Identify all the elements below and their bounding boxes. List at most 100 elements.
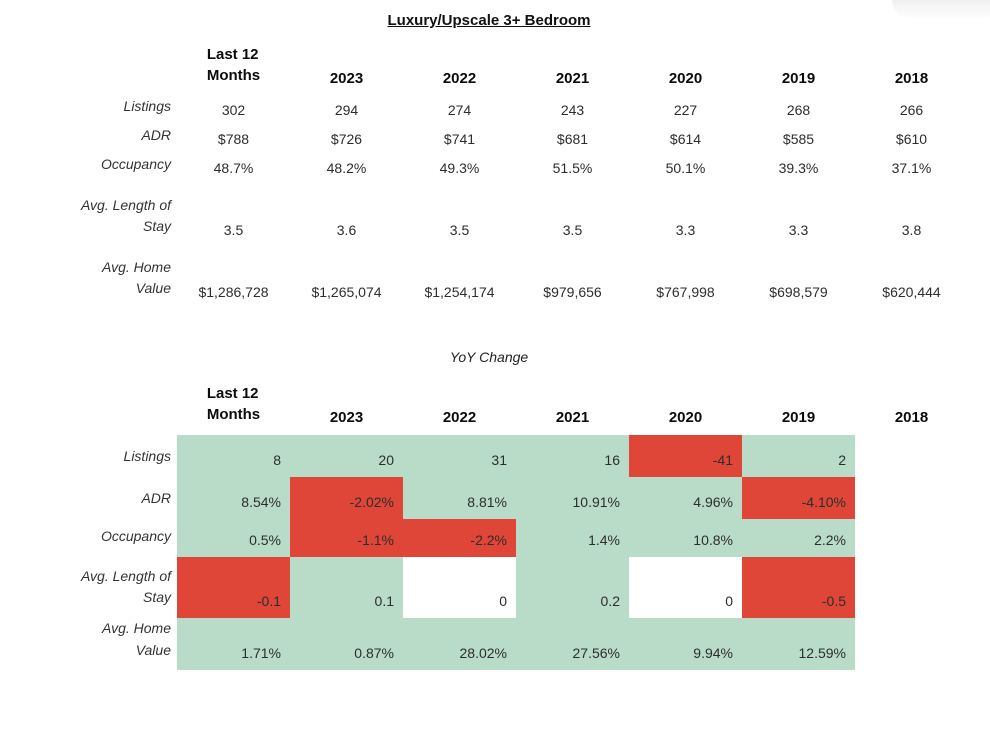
yoy-cell-adr-2019: -4.10% <box>742 477 855 519</box>
row-label: Avg. Home Value <box>102 620 171 658</box>
yoy-row-adr: ADR 8.54% -2.02% 8.81% 10.91% 4.96% -4.10% <box>2 477 968 519</box>
metrics-row-listings: Listings 302 294 274 243 227 268 266 <box>2 92 968 121</box>
yoy-cell-occupancy-last-12-months: 0.5% <box>177 519 290 557</box>
col-header-2019: 2019 <box>781 70 816 87</box>
yoy-cell-avg-home-value-2023: 0.87% <box>290 618 403 671</box>
yoy-cell-avg-home-value-last-12-months: 1.71% <box>177 618 290 671</box>
cell-listings-2021: 243 <box>560 102 585 118</box>
cell-avg-length-of-stay-2021: 3.5 <box>562 222 583 238</box>
col-header-text: Last 12 Months <box>206 45 261 85</box>
yoy-cell-listings-2018 <box>855 435 968 477</box>
col-header-2018: 2018 <box>894 409 929 426</box>
cell-adr-2020: $614 <box>669 131 702 147</box>
yoy-cell-adr-last-12-months: 8.54% <box>177 477 290 519</box>
yoy-cell-occupancy-2021: 1.4% <box>516 519 629 557</box>
cell-listings-last-12-months: 302 <box>221 102 246 118</box>
cell-occupancy-last-12-months: 48.7% <box>213 160 254 176</box>
yoy-cell-listings-2023: 20 <box>290 435 403 477</box>
cell-adr-2021: $681 <box>556 131 589 147</box>
metrics-row-adr: ADR $788 $726 $741 $681 $614 $585 $610 <box>2 121 968 150</box>
yoy-cell-avg-length-of-stay-2019: -0.5 <box>742 557 855 618</box>
yoy-row-listings: Listings 8 20 31 16 -41 2 <box>2 435 968 477</box>
yoy-cell-listings-2020: -41 <box>629 435 742 477</box>
cell-avg-length-of-stay-2023: 3.6 <box>336 222 357 238</box>
row-label-header <box>2 36 177 92</box>
yoy-cell-listings-2021: 16 <box>516 435 629 477</box>
yoy-cell-adr-2022: 8.81% <box>403 477 516 519</box>
col-header-last-12-months: Last 12 Months <box>177 371 290 435</box>
yoy-row-avg-home-value: Avg. Home Value 1.71% 0.87% 28.02% 27.56% 9.9… <box>2 618 968 671</box>
cell-adr-2019: $585 <box>782 131 815 147</box>
cell-avg-length-of-stay-2020: 3.3 <box>675 222 696 238</box>
cell-adr-2023: $726 <box>330 131 363 147</box>
metrics-row-avg-length-of-stay: Avg. Length of Stay 3.5 3.6 3.5 3.5 3.3 3.3 3.8 <box>2 179 968 241</box>
cell-avg-length-of-stay-2019: 3.3 <box>788 222 809 238</box>
col-header-2018: 2018 <box>894 70 929 87</box>
cell-adr-2018: $610 <box>895 131 928 147</box>
cell-occupancy-2019: 39.3% <box>778 160 819 176</box>
yoy-table: Last 12 Months 2023 2022 2021 2020 2019 2018 Li… <box>2 371 968 671</box>
col-header-2023: 2023 <box>329 70 364 87</box>
yoy-cell-listings-2019: 2 <box>742 435 855 477</box>
yoy-cell-avg-length-of-stay-2023: 0.1 <box>290 557 403 618</box>
col-header-2019: 2019 <box>781 409 816 426</box>
cell-avg-home-value-2021: $979,656 <box>543 284 602 300</box>
yoy-cell-avg-home-value-2020: 9.94% <box>629 618 742 671</box>
yoy-table-title: YoY Change <box>449 349 529 365</box>
yoy-cell-avg-home-value-2019: 12.59% <box>742 618 855 671</box>
yoy-cell-avg-home-value-2021: 27.56% <box>516 618 629 671</box>
partial-floating-control[interactable] <box>892 0 990 18</box>
yoy-cell-adr-2023: -2.02% <box>290 477 403 519</box>
yoy-cell-listings-last-12-months: 8 <box>177 435 290 477</box>
yoy-cell-occupancy-2019: 2.2% <box>742 519 855 557</box>
yoy-cell-occupancy-2020: 10.8% <box>629 519 742 557</box>
cell-occupancy-2021: 51.5% <box>552 160 593 176</box>
yoy-cell-occupancy-2023: -1.1% <box>290 519 403 557</box>
col-header-text: Last 12 Months <box>206 384 261 424</box>
col-header-2023: 2023 <box>329 409 364 426</box>
cell-occupancy-2018: 37.1% <box>891 160 932 176</box>
cell-avg-home-value-2020: $767,998 <box>656 284 715 300</box>
yoy-cell-adr-2020: 4.96% <box>629 477 742 519</box>
col-header-2022: 2022 <box>442 70 477 87</box>
yoy-cell-avg-length-of-stay-last-12-months: -0.1 <box>177 557 290 618</box>
cell-adr-2022: $741 <box>443 131 476 147</box>
row-label: Occupancy <box>100 528 171 545</box>
yoy-cell-occupancy-2022: -2.2% <box>403 519 516 557</box>
cell-avg-home-value-last-12-months: $1,286,728 <box>198 284 269 300</box>
row-label: ADR <box>141 490 171 507</box>
yoy-cell-avg-length-of-stay-2018 <box>855 557 968 618</box>
yoy-cell-adr-2018 <box>855 477 968 519</box>
metrics-row-occupancy: Occupancy 48.7% 48.2% 49.3% 51.5% 50.1% 39.3% 3… <box>2 150 968 179</box>
cell-listings-2020: 227 <box>673 102 698 118</box>
yoy-cell-occupancy-2018 <box>855 519 968 557</box>
cell-listings-2019: 268 <box>786 102 811 118</box>
metrics-table: Last 12 Months 2023 2022 2021 2020 2019 2018 Li… <box>2 36 968 303</box>
cell-adr-last-12-months: $788 <box>217 131 250 147</box>
yoy-row-avg-length-of-stay: Avg. Length of Stay -0.1 0.1 0 0.2 0 -0.5 <box>2 557 968 618</box>
col-header-2020: 2020 <box>668 409 703 426</box>
col-header-2020: 2020 <box>668 70 703 87</box>
col-header-last-12-months: Last 12 Months <box>177 36 290 92</box>
yoy-row-occupancy: Occupancy 0.5% -1.1% -2.2% 1.4% 10.8% 2.2% <box>2 519 968 557</box>
cell-avg-home-value-2022: $1,254,174 <box>424 284 495 300</box>
row-label-header <box>2 371 177 435</box>
col-header-2022: 2022 <box>442 409 477 426</box>
cell-listings-2022: 274 <box>447 102 472 118</box>
row-label: Listings <box>123 448 171 465</box>
yoy-cell-avg-home-value-2022: 28.02% <box>403 618 516 671</box>
row-label: Avg. Length of Stay <box>80 567 171 606</box>
yoy-cell-avg-home-value-2018 <box>855 618 968 670</box>
cell-occupancy-2022: 49.3% <box>439 160 480 176</box>
yoy-cell-avg-length-of-stay-2021: 0.2 <box>516 557 629 618</box>
col-header-2021: 2021 <box>555 70 590 87</box>
cell-listings-2018: 266 <box>899 102 924 118</box>
cell-avg-length-of-stay-2018: 3.8 <box>901 222 922 238</box>
yoy-cell-adr-2021: 10.91% <box>516 477 629 519</box>
col-header-2021: 2021 <box>555 409 590 426</box>
row-label: Listings <box>123 98 171 115</box>
cell-listings-2023: 294 <box>334 102 359 118</box>
cell-avg-home-value-2019: $698,579 <box>769 284 828 300</box>
cell-occupancy-2023: 48.2% <box>326 160 367 176</box>
